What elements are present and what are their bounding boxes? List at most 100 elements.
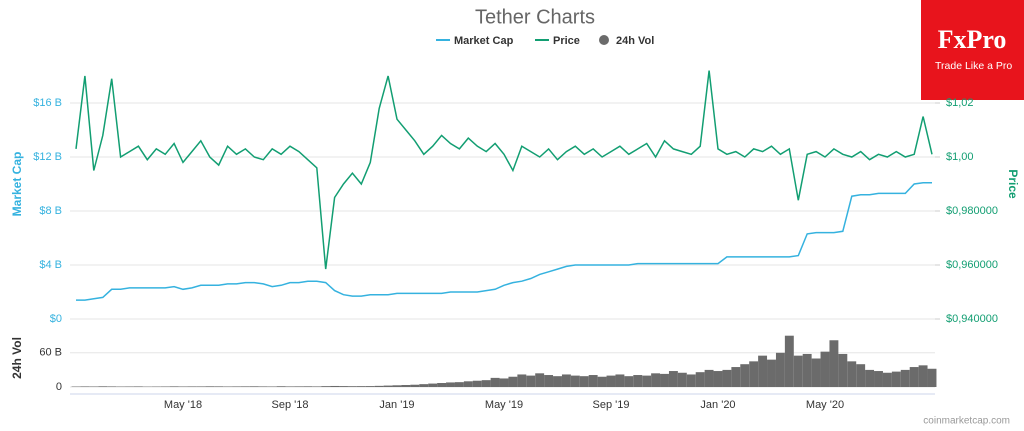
volume-bar xyxy=(463,381,473,387)
volume-bar xyxy=(793,355,803,387)
volume-bar xyxy=(276,386,286,387)
volume-bar xyxy=(428,383,438,387)
y-tick-label: 0 xyxy=(56,381,62,393)
volume-bar xyxy=(89,386,99,387)
legend-label[interactable]: Market Cap xyxy=(454,35,514,47)
volume-bar xyxy=(472,380,482,387)
volume-bar xyxy=(383,385,393,387)
volume-bar xyxy=(847,361,857,387)
volume-bar xyxy=(330,385,340,387)
volume-bar xyxy=(677,372,687,387)
volume-bar xyxy=(713,371,723,387)
logo-title: FxPro xyxy=(938,25,1007,54)
volume-bar xyxy=(508,376,518,387)
volume-bar xyxy=(401,385,411,387)
volume-bar xyxy=(392,385,402,387)
volume-bar xyxy=(597,376,607,387)
volume-bar xyxy=(133,386,143,387)
volume-bar xyxy=(588,375,598,387)
volume-bar xyxy=(838,353,848,387)
volume-bar xyxy=(321,386,331,387)
volume-bar xyxy=(784,335,794,387)
y2-tick-label: $1,00 xyxy=(946,151,974,163)
volume-bar xyxy=(909,367,919,387)
y-tick-label: $12 B xyxy=(33,151,62,163)
volume-bar xyxy=(196,386,206,387)
volume-bar xyxy=(642,375,652,387)
volume-bar xyxy=(900,369,910,387)
volume-bar xyxy=(339,386,348,387)
volume-bar xyxy=(232,386,241,387)
volume-bar xyxy=(651,373,661,387)
volume-bar xyxy=(356,386,366,387)
volume-bar xyxy=(312,386,322,387)
volume-bar xyxy=(579,376,589,387)
volume-bar xyxy=(285,386,295,387)
volume-bar xyxy=(347,386,357,387)
x-tick-label: Sep '18 xyxy=(272,399,309,411)
volume-bar xyxy=(731,367,741,387)
volume-bar xyxy=(758,355,768,387)
volume-bar xyxy=(570,375,580,387)
logo-box xyxy=(921,0,1024,100)
y-axis-label: Market Cap xyxy=(10,152,24,217)
volume-bar xyxy=(446,382,455,387)
volume-bar xyxy=(767,359,776,387)
legend-label[interactable]: 24h Vol xyxy=(616,35,654,47)
volume-bar xyxy=(811,358,821,387)
volume-bar xyxy=(802,353,812,387)
volume-bar xyxy=(481,380,491,387)
volume-bar xyxy=(865,369,875,387)
logo-tagline: Trade Like a Pro xyxy=(935,60,1012,72)
volume-bar xyxy=(544,375,554,387)
volume-bar xyxy=(80,386,90,387)
volume-bar xyxy=(695,372,705,387)
volume-bar xyxy=(918,365,928,387)
y-tick-label: $0 xyxy=(50,313,62,325)
volume-bar xyxy=(490,377,500,387)
volume-bar xyxy=(660,373,669,387)
volume-bar xyxy=(775,352,785,387)
volume-bar xyxy=(419,384,429,387)
source-credit: coinmarketcap.com xyxy=(923,416,1010,427)
y-tick-label: 60 B xyxy=(39,347,62,359)
volume-bar xyxy=(668,371,678,387)
y-tick-label: $4 B xyxy=(39,259,62,271)
x-tick-label: May '20 xyxy=(806,399,844,411)
y2-tick-label: $0,940000 xyxy=(946,313,998,325)
volume-bar xyxy=(223,386,233,387)
x-tick-label: May '19 xyxy=(485,399,523,411)
volume-bar xyxy=(874,371,883,387)
volume-bar xyxy=(927,368,937,387)
volume-bar xyxy=(178,386,188,387)
volume-bar xyxy=(267,386,277,387)
volume-bar xyxy=(365,386,375,387)
volume-bar xyxy=(882,372,892,387)
volume-bar xyxy=(499,378,509,387)
y2-tick-label: $0,980000 xyxy=(946,205,998,217)
volume-bar xyxy=(829,340,839,387)
volume-bar xyxy=(606,375,616,387)
volume-bar xyxy=(624,376,634,387)
volume-bar xyxy=(169,386,179,387)
legend-label[interactable]: Price xyxy=(553,35,580,47)
volume-bar xyxy=(240,386,250,387)
volume-bar xyxy=(561,374,571,387)
volume-bar xyxy=(125,386,134,387)
volume-bar xyxy=(633,375,643,387)
volume-bar xyxy=(98,386,108,387)
series-line xyxy=(76,181,932,301)
y-tick-label: $16 B xyxy=(33,97,62,109)
volume-bar xyxy=(526,375,536,387)
volume-bar xyxy=(856,364,866,387)
x-tick-label: Sep '19 xyxy=(593,399,630,411)
y2-axis-label: Price xyxy=(1006,169,1020,199)
volume-bar xyxy=(820,351,830,387)
volume-bar xyxy=(160,386,170,387)
x-tick-label: Jan '19 xyxy=(379,399,414,411)
volume-bar xyxy=(205,386,215,387)
volume-bar xyxy=(294,386,304,387)
y2-tick-label: $0,960000 xyxy=(946,259,998,271)
